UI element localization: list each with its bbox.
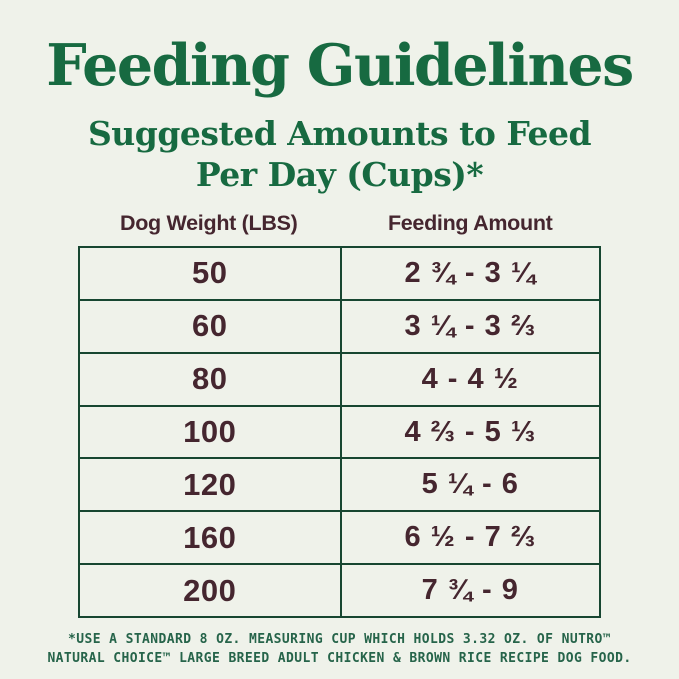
table-column-headers: Dog Weight (LBS) Feeding Amount [78, 211, 601, 236]
feeding-table: 50 2 ¾ - 3 ¼ 60 3 ¼ - 3 ⅔ 80 4 - 4 ½ 100… [78, 246, 601, 618]
table-row: 120 5 ¼ - 6 [80, 457, 600, 511]
dog-weight-value: 100 [183, 414, 237, 449]
feeding-amount-value: 2 ¾ - 3 ¼ [339, 248, 600, 299]
page-title: Feeding Guidelines [46, 32, 634, 99]
table-row: 160 6 ½ - 7 ⅔ [80, 510, 600, 564]
dog-weight-value: 50 [192, 255, 228, 291]
dog-weight-value: 200 [183, 572, 237, 608]
table-row: 80 4 - 4 ½ [80, 351, 600, 405]
feeding-amount-value: 4 ⅔ - 5 ⅓ [339, 406, 600, 458]
column-header-dog-weight: Dog Weight (LBS) [119, 211, 298, 235]
feeding-amount-value: 3 ¼ - 3 ⅔ [339, 300, 600, 352]
table-row: 60 3 ¼ - 3 ⅔ [80, 298, 600, 352]
table-row: 100 4 ⅔ - 5 ⅓ [80, 404, 600, 458]
feeding-amount-value: 7 ¾ - 9 [339, 565, 600, 617]
feeding-amount-value: 6 ½ - 7 ⅔ [339, 512, 600, 564]
dog-weight-value: 120 [183, 466, 237, 502]
feeding-amount-value: 5 ¼ - 6 [339, 459, 600, 511]
dog-weight-value: 80 [192, 361, 228, 397]
table-row: 50 2 ¾ - 3 ¼ [80, 248, 599, 299]
column-header-feeding-amount: Feeding Amount [387, 211, 553, 235]
footnote-line-1: *USE A STANDARD 8 OZ. MEASURING CUP WHIC… [68, 632, 611, 647]
subtitle-line-1: Suggested Amounts to Feed [87, 114, 592, 153]
footnote-line-2: NATURAL CHOICE™ LARGE BREED ADULT CHICKE… [47, 651, 632, 666]
dog-weight-value: 60 [192, 308, 228, 344]
subtitle-line-2: Per Day (Cups)* [195, 155, 484, 194]
page-subtitle: Suggested Amounts to Feed Per Day (Cups)… [0, 113, 679, 195]
table-row: 200 7 ¾ - 9 [80, 563, 600, 617]
feeding-amount-value: 4 - 4 ½ [339, 353, 600, 405]
dog-weight-value: 160 [183, 519, 237, 555]
measuring-cup-footnote: *USE A STANDARD 8 OZ. MEASURING CUP WHIC… [0, 630, 679, 668]
